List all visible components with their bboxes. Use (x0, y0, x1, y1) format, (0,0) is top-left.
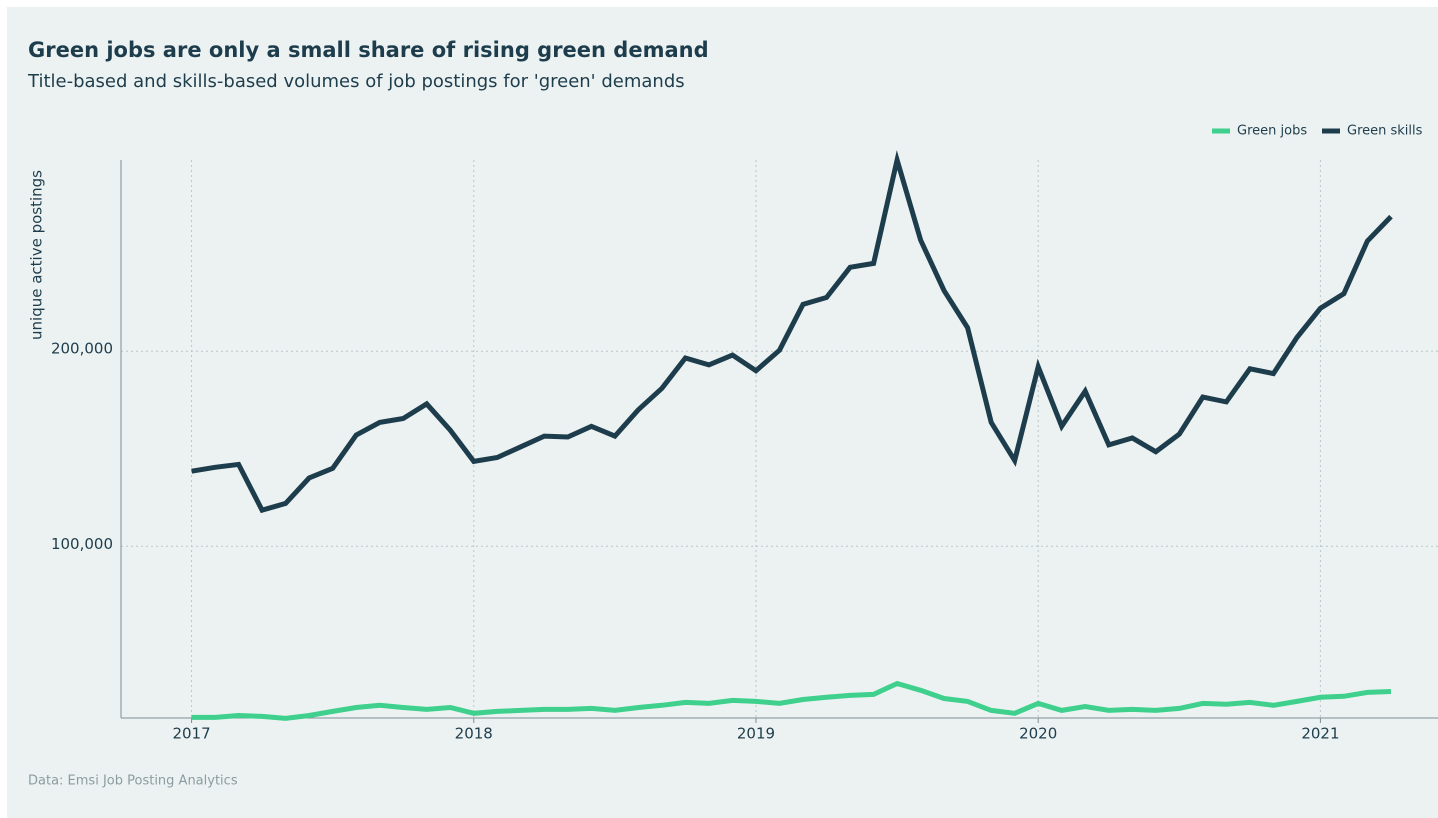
x-tick-label: 2018 (455, 725, 493, 743)
y-tick-label: 200,000 (51, 340, 113, 358)
source-note: Data: Emsi Job Posting Analytics (28, 774, 238, 789)
background (7, 7, 1438, 818)
chart-subtitle: Title-based and skills-based volumes of … (27, 71, 685, 92)
x-tick-label: 2021 (1301, 725, 1339, 743)
chart-title: Green jobs are only a small share of ris… (28, 38, 709, 62)
series-line (191, 680, 1392, 721)
x-tick-label: 2017 (172, 725, 210, 743)
x-tick-label: 2019 (737, 725, 775, 743)
y-axis-label: unique active postings (28, 170, 46, 340)
x-tick-label: 2020 (1019, 725, 1057, 743)
legend-label: Green skills (1347, 124, 1423, 139)
series-line (191, 150, 1393, 514)
legend-label: Green jobs (1237, 124, 1307, 139)
y-tick-label: 100,000 (51, 535, 113, 553)
